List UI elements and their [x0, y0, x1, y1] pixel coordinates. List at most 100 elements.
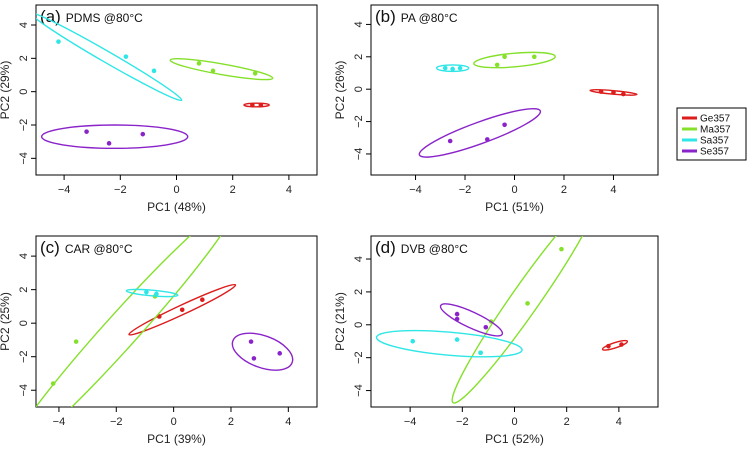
- point-ma357-a-1: [210, 68, 216, 74]
- plot-frame-c: [35, 235, 318, 408]
- ellipse-se357-c: [231, 332, 294, 371]
- y-tick-label-c-0: −4: [18, 384, 30, 397]
- plot-frame-d: [370, 235, 659, 408]
- y-tick-label-a-3: 2: [18, 55, 30, 61]
- panel-subtitle-c: CAR @80°C: [65, 242, 133, 256]
- point-se357-c-0: [248, 339, 254, 344]
- y-tick-label-d-3: 2: [353, 289, 365, 295]
- x-tick-label-a-4: 4: [286, 184, 292, 196]
- ellipse-sa357-a: [36, 12, 183, 102]
- point-se357-c-1: [251, 356, 257, 361]
- y-tick-label-b-4: 4: [353, 21, 365, 27]
- point-ma357-d-2: [525, 301, 530, 306]
- x-tick-label-d-2: 0: [511, 416, 517, 428]
- panel-c: −4 −2 0 2 4 −4 −2 0 2 4 PC1 (39%) PC2 (25%) (c) CAR @…: [0, 235, 318, 446]
- ellipse-se357-b: [418, 108, 542, 158]
- point-se357-d-2: [483, 324, 489, 330]
- panel-subtitle-b: PA @80°C: [401, 11, 458, 25]
- y-tick-label-c-2: 0: [18, 320, 30, 326]
- x-tick-label-a-3: 2: [230, 184, 236, 196]
- point-ma357-c-0: [50, 381, 56, 386]
- ellipse-ge357-c: [128, 283, 237, 336]
- point-sa357-a-2: [151, 68, 157, 74]
- ellipse-se357-a: [40, 124, 189, 150]
- point-se357-b-1: [484, 137, 490, 142]
- point-ma357-b-2: [531, 54, 537, 60]
- point-se357-a-2: [140, 131, 146, 137]
- point-ge357-b-1: [611, 90, 616, 95]
- point-se357-b-2: [502, 122, 507, 128]
- x-tick-label-c-0: −4: [53, 416, 66, 428]
- panel-letter-d: (d): [375, 238, 396, 257]
- point-sa357-d-2: [478, 350, 483, 356]
- ellipse-ma357-a: [169, 58, 274, 81]
- x-tick-label-b-0: −4: [409, 184, 422, 196]
- y-tick-label-d-1: −2: [353, 351, 365, 364]
- y-axis-label-c: PC2 (25%): [0, 292, 12, 351]
- plot-area-a: [36, 12, 274, 150]
- y-axis-label-a: PC2 (29%): [0, 61, 12, 120]
- ellipse-sa357-d: [375, 329, 523, 358]
- y-tick-label-c-1: −2: [18, 350, 30, 363]
- panel-d: −4 −2 0 2 4 −4 −2 0 2 4 PC1 (52%) PC2 (21%) (d) DVB @…: [333, 235, 659, 446]
- x-tick-label-a-1: −2: [114, 184, 127, 196]
- plot-frame-b: [370, 4, 659, 176]
- ellipse-sa357-c: [125, 288, 179, 298]
- x-axis-label-c: PC1 (39%): [147, 432, 206, 446]
- ellipse-ma357-b: [473, 51, 556, 69]
- x-axis-label-a: PC1 (48%): [147, 200, 206, 214]
- x-tick-label-b-4: 4: [610, 184, 616, 196]
- y-tick-label-d-2: 0: [353, 322, 365, 328]
- y-tick-label-d-4: 4: [353, 256, 365, 262]
- point-sa357-d-1: [454, 337, 460, 342]
- y-tick-label-a-0: −4: [18, 152, 30, 165]
- point-sa357-b-2: [457, 65, 463, 71]
- point-se357-d-1: [454, 316, 460, 322]
- x-tick-label-c-2: 0: [171, 416, 177, 428]
- point-ma357-b-0: [494, 62, 500, 68]
- point-sa357-c-1: [154, 291, 159, 297]
- y-tick-label-a-2: 0: [18, 89, 30, 95]
- point-ge357-c-1: [179, 307, 185, 313]
- panel-letter-a: (a): [40, 7, 61, 26]
- y-tick-label-a-1: −2: [18, 119, 30, 132]
- point-ma357-b-1: [502, 54, 507, 60]
- point-se357-a-1: [106, 141, 112, 146]
- y-tick-label-b-0: −4: [353, 148, 365, 161]
- ellipse-ge357-a: [243, 102, 270, 108]
- panel-letter-c: (c): [40, 238, 60, 257]
- panel-letter-b: (b): [375, 7, 396, 26]
- legend-label-ge357: Ge357: [700, 114, 730, 125]
- x-axis-label-d: PC1 (52%): [485, 432, 544, 446]
- y-tick-label-b-1: −2: [353, 115, 365, 128]
- plot-area-c: [36, 236, 294, 407]
- y-tick-label-b-2: 0: [353, 86, 365, 92]
- ellipse-ma357-c: [36, 236, 239, 407]
- y-tick-label-c-4: 4: [18, 253, 30, 259]
- point-ge357-b-2: [621, 91, 626, 97]
- x-tick-label-d-0: −4: [404, 416, 417, 428]
- point-sa357-a-0: [56, 39, 61, 44]
- point-sa357-c-0: [144, 289, 149, 295]
- point-se357-b-0: [447, 138, 453, 144]
- legend-label-sa357: Sa357: [700, 136, 729, 147]
- point-ma357-c-1: [73, 339, 79, 344]
- legend: Ge357 Ma357 Sa357 Se357: [676, 107, 747, 161]
- panel-a: −4 −2 0 2 4 −4 −2 0 2 4 PC1 (48%) PC2 (29%) (a) PDMS …: [0, 4, 318, 214]
- plot-area-d: [375, 236, 629, 404]
- point-sa357-d-0: [410, 338, 416, 344]
- panel-b: −4 −2 0 2 4 −4 −2 0 2 4 PC1 (51%) PC2 (26%) (b) PA @8…: [333, 4, 659, 214]
- y-tick-label-d-0: −4: [353, 384, 365, 397]
- plot-frame-a: [35, 4, 318, 176]
- panel-subtitle-d: DVB @80°C: [401, 242, 468, 256]
- x-tick-label-b-2: 0: [511, 184, 517, 196]
- point-ma357-d-3: [559, 246, 564, 252]
- panel-title-a: (a) PDMS @80°C: [40, 7, 143, 26]
- x-tick-label-a-0: −4: [58, 184, 71, 196]
- legend-label-se357: Se357: [700, 147, 729, 158]
- point-ge357-a-0: [250, 102, 255, 108]
- point-ge357-d-1: [619, 342, 624, 347]
- panel-title-d: (d) DVB @80°C: [375, 238, 468, 257]
- ellipse-sa357-b: [435, 64, 470, 73]
